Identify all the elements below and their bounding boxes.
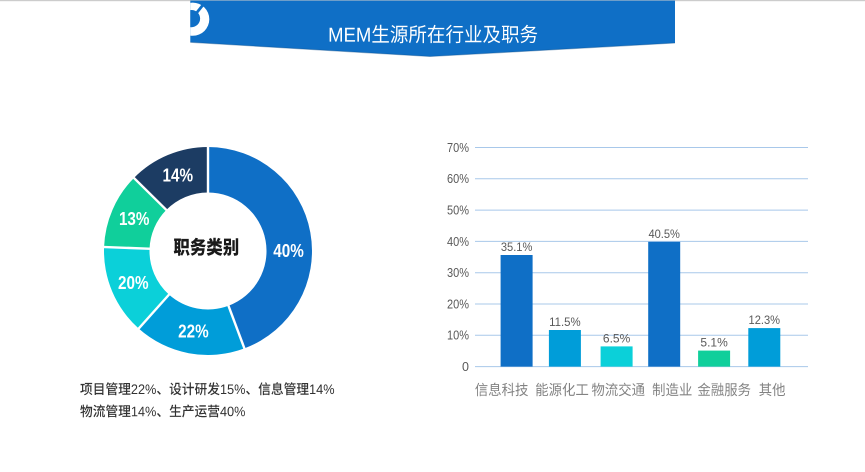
svg-text:70%: 70% [447, 141, 469, 155]
svg-text:10%: 10% [447, 329, 469, 343]
svg-text:30%: 30% [447, 266, 469, 280]
svg-text:20%: 20% [447, 297, 469, 311]
svg-text:40%: 40% [273, 241, 304, 261]
svg-text:60%: 60% [447, 172, 469, 186]
svg-text:20%: 20% [118, 273, 149, 293]
svg-text:0: 0 [462, 360, 469, 374]
svg-text:5.1%: 5.1% [700, 336, 728, 350]
svg-text:13%: 13% [119, 209, 150, 229]
svg-text:40%: 40% [447, 235, 469, 249]
svg-text:11.5%: 11.5% [549, 315, 581, 329]
svg-text:22%: 22% [178, 321, 209, 341]
svg-text:6.5%: 6.5% [603, 331, 631, 345]
svg-text:14%: 14% [163, 166, 194, 186]
svg-text:35.1%: 35.1% [501, 240, 533, 254]
svg-text:40.5%: 40.5% [648, 227, 680, 241]
svg-text:50%: 50% [447, 204, 469, 218]
svg-text:12.3%: 12.3% [749, 313, 781, 327]
